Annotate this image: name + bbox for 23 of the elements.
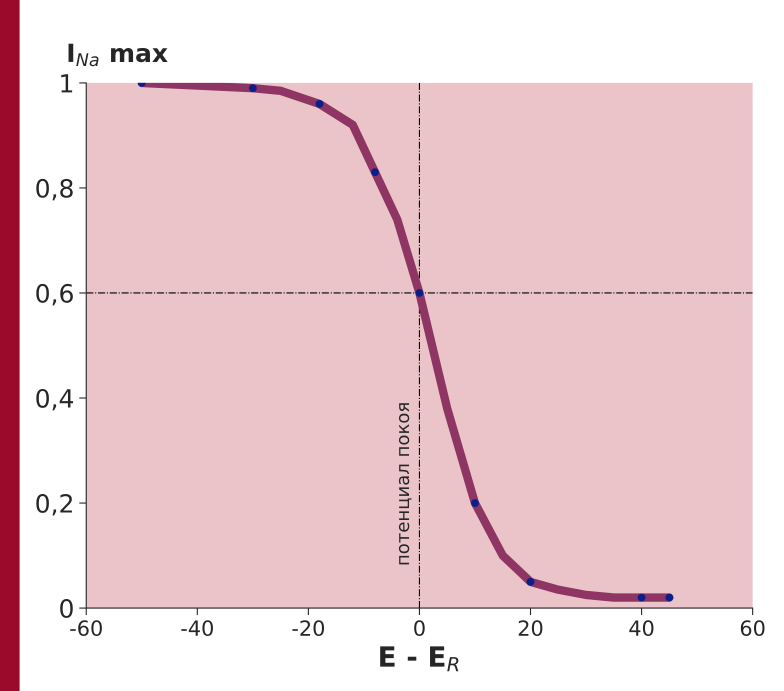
y-axis-title: I$_{Na}$ max: [68, 44, 168, 66]
point: [248, 84, 257, 92]
x-tick-label: 0: [414, 620, 425, 636]
ref-line-label: потенциал покоя: [398, 403, 412, 564]
x-tick-label: -20: [292, 620, 324, 636]
point: [526, 578, 534, 586]
point: [371, 168, 379, 176]
point: [638, 594, 646, 602]
x-tick-label: -60: [70, 620, 102, 636]
point: [471, 499, 479, 507]
point: [316, 100, 324, 108]
text: 0,4: [36, 388, 74, 410]
x-tick-label: 60: [740, 620, 765, 636]
text: 0,6: [36, 284, 73, 306]
point: [665, 594, 674, 602]
y-tick-label: 1: [61, 74, 72, 92]
text: 0,8: [36, 178, 73, 200]
x-axis-title: E - E$_{R}$: [380, 646, 458, 672]
x-tick-label: 40: [629, 620, 654, 636]
text: 0,2: [36, 494, 72, 516]
x-tick-label: 20: [518, 620, 542, 636]
point: [415, 289, 424, 297]
x-tick-label: -40: [181, 620, 213, 636]
